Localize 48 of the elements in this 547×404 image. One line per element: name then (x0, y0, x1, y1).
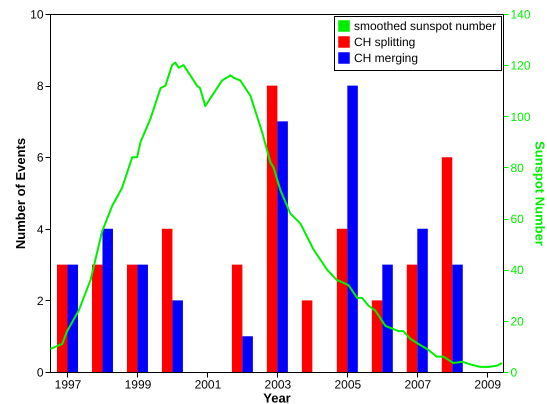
y-tick-label: 6 (36, 150, 44, 165)
bar (92, 264, 102, 372)
bar (277, 121, 288, 372)
y-tick-label: 10 (30, 8, 44, 22)
bar (242, 336, 253, 372)
y2-tick-label: 20 (510, 314, 524, 328)
x-tick-label: 1997 (54, 378, 82, 392)
y-tick-label: 4 (36, 222, 44, 236)
legend-label: CH merging (354, 51, 418, 65)
bar (417, 228, 428, 372)
bar (126, 264, 138, 372)
bar (137, 264, 148, 372)
y2-tick-label: 0 (510, 366, 518, 380)
y2-tick-label: 120 (510, 58, 531, 73)
bar (162, 228, 172, 372)
bar (452, 264, 463, 372)
bar (347, 86, 358, 372)
bar (302, 300, 312, 372)
x-tick-label: 2007 (404, 378, 432, 392)
x-tick-label: 2003 (264, 378, 292, 392)
y2-tick-label: 60 (510, 212, 524, 226)
y2-tick-label: 80 (510, 160, 524, 175)
bar (406, 264, 418, 372)
bar (442, 157, 452, 372)
y-tick-label: 0 (36, 366, 44, 380)
x-tick-label: 2009 (474, 378, 502, 392)
bar (172, 300, 183, 372)
y-tick-label: 8 (36, 79, 44, 94)
y2-tick-label: 40 (510, 263, 524, 278)
bar (372, 300, 382, 372)
bar (382, 264, 393, 372)
legend-label: smoothed sunspot number (354, 19, 496, 33)
x-axis-title: Year (263, 390, 291, 404)
y2-tick-label: 100 (510, 110, 531, 124)
x-tick-label: 2001 (194, 378, 222, 392)
bar (67, 264, 78, 372)
x-tick-label: 1999 (124, 378, 152, 392)
y-tick-label: 2 (36, 294, 44, 308)
y2-axis-title: Sunspot Number (532, 141, 547, 246)
y2-tick-label: 140 (510, 8, 531, 22)
bar (56, 264, 68, 372)
bar (102, 228, 113, 372)
y-axis-title: Number of Events (13, 138, 28, 250)
x-tick-label: 2005 (334, 378, 362, 392)
bar (232, 264, 242, 372)
bar (336, 228, 348, 372)
bar (266, 86, 278, 372)
legend-label: CH splitting (354, 35, 416, 49)
